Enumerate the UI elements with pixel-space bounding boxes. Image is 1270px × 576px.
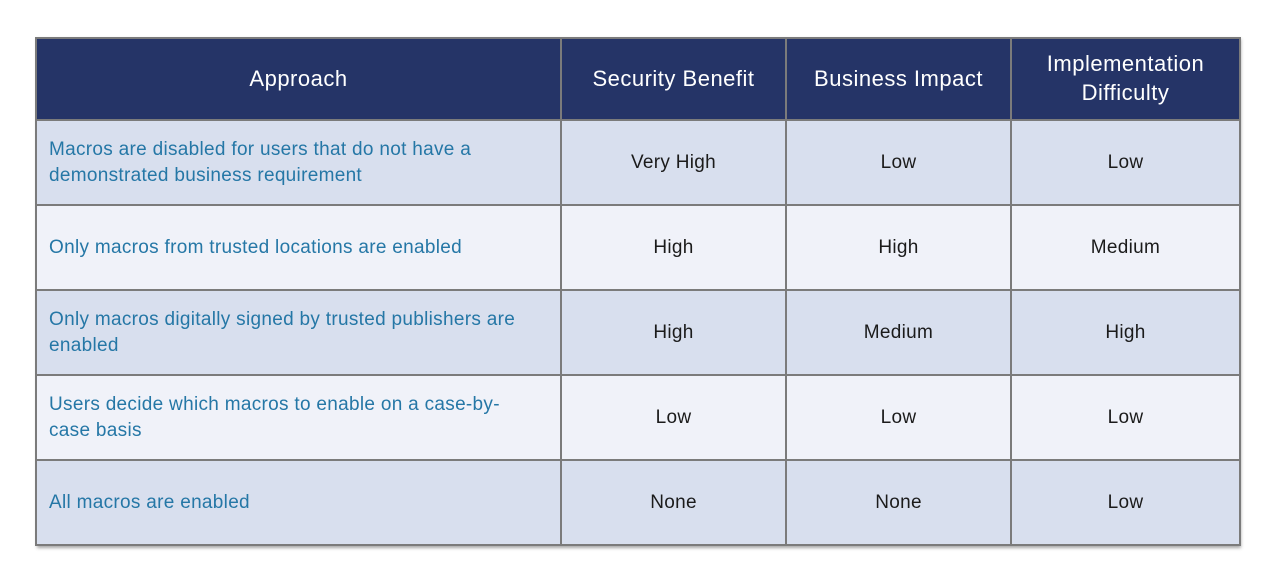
approach-cell: All macros are enabled xyxy=(35,459,562,546)
table-header-row: Approach Security Benefit Business Impac… xyxy=(35,37,1241,121)
security-benefit-cell: None xyxy=(560,459,787,546)
business-impact-cell: Medium xyxy=(785,289,1012,376)
table-row: All macros are enabled None None Low xyxy=(35,459,1241,546)
macro-security-comparison-table: Approach Security Benefit Business Impac… xyxy=(35,37,1241,546)
macro-security-table-container: Approach Security Benefit Business Impac… xyxy=(35,37,1241,546)
implementation-difficulty-cell: High xyxy=(1010,289,1241,376)
header-cell-approach: Approach xyxy=(35,37,562,121)
implementation-difficulty-cell: Low xyxy=(1010,374,1241,461)
implementation-difficulty-cell: Low xyxy=(1010,459,1241,546)
business-impact-cell: None xyxy=(785,459,1012,546)
approach-cell: Only macros from trusted locations are e… xyxy=(35,204,562,291)
table-row: Macros are disabled for users that do no… xyxy=(35,119,1241,206)
header-cell-business-impact: Business Impact xyxy=(785,37,1012,121)
table-row: Only macros digitally signed by trusted … xyxy=(35,289,1241,376)
business-impact-cell: Low xyxy=(785,119,1012,206)
business-impact-cell: High xyxy=(785,204,1012,291)
security-benefit-cell: Very High xyxy=(560,119,787,206)
security-benefit-cell: High xyxy=(560,289,787,376)
header-cell-security-benefit: Security Benefit xyxy=(560,37,787,121)
security-benefit-cell: High xyxy=(560,204,787,291)
approach-cell: Users decide which macros to enable on a… xyxy=(35,374,562,461)
header-cell-implementation-difficulty: Implementation Difficulty xyxy=(1010,37,1241,121)
implementation-difficulty-cell: Low xyxy=(1010,119,1241,206)
table-row: Only macros from trusted locations are e… xyxy=(35,204,1241,291)
business-impact-cell: Low xyxy=(785,374,1012,461)
security-benefit-cell: Low xyxy=(560,374,787,461)
table-row: Users decide which macros to enable on a… xyxy=(35,374,1241,461)
approach-cell: Macros are disabled for users that do no… xyxy=(35,119,562,206)
approach-cell: Only macros digitally signed by trusted … xyxy=(35,289,562,376)
implementation-difficulty-cell: Medium xyxy=(1010,204,1241,291)
